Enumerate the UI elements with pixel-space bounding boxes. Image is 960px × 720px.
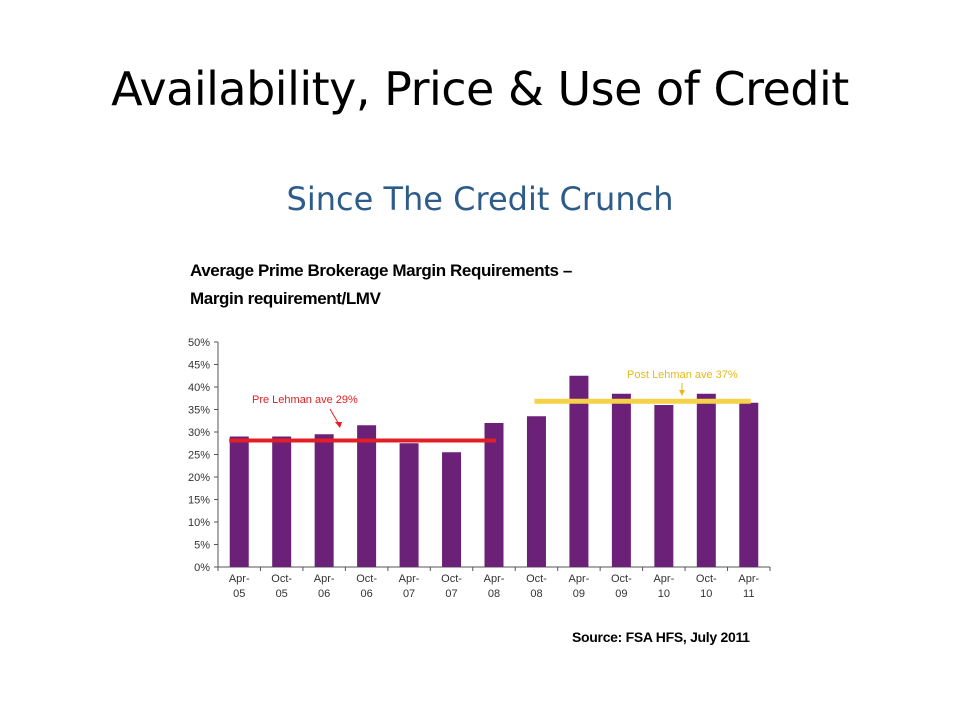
x-tick-label: 11	[743, 588, 754, 600]
x-tick-label: Oct-	[271, 573, 292, 585]
x-tick-label: Oct-	[356, 573, 377, 585]
x-tick-label: 09	[573, 588, 585, 600]
x-tick-label: Oct-	[441, 573, 462, 585]
bar	[484, 423, 504, 567]
chart-title-line-2: Margin requirement/LMV	[190, 289, 381, 308]
x-tick-label: Apr-	[229, 573, 250, 585]
x-tick-label: Oct-	[611, 573, 632, 585]
x-tick-label: Apr-	[738, 573, 759, 585]
y-tick-label: 20%	[188, 472, 210, 484]
y-tick-label: 50%	[188, 337, 210, 349]
chart-title: Average Prime Brokerage Margin Requireme…	[190, 257, 572, 313]
x-tick-label: 07	[403, 588, 415, 600]
y-tick-label: 40%	[188, 382, 210, 394]
pre-lehman-label: Pre Lehman ave 29%	[252, 394, 358, 406]
x-tick-label: 06	[318, 588, 330, 600]
pre-lehman-arrowhead	[335, 422, 342, 428]
x-tick-label: Apr-	[653, 573, 674, 585]
source-note: Source: FSA HFS, July 2011	[572, 629, 750, 645]
y-tick-label: 10%	[188, 517, 210, 529]
x-tick-label: 08	[530, 588, 542, 600]
bar	[399, 443, 419, 567]
x-tick-label: Apr-	[399, 573, 420, 585]
bar	[229, 436, 249, 567]
x-tick-label: 08	[488, 588, 500, 600]
slide-subtitle: Since The Credit Crunch	[286, 180, 674, 218]
x-tick-label: Apr-	[569, 573, 590, 585]
chart-title-line-1: Average Prime Brokerage Margin Requireme…	[190, 261, 572, 280]
bar	[569, 375, 589, 567]
post-lehman-label: Post Lehman ave 37%	[627, 369, 738, 381]
x-tick-label: Apr-	[484, 573, 505, 585]
x-tick-label: 06	[360, 588, 372, 600]
bar	[357, 425, 377, 567]
bar	[272, 436, 292, 567]
x-tick-label: Apr-	[314, 573, 335, 585]
x-tick-label: 09	[615, 588, 627, 600]
y-tick-label: 5%	[194, 540, 210, 552]
y-tick-label: 25%	[188, 450, 210, 462]
x-tick-label: Oct-	[696, 573, 717, 585]
y-tick-label: 0%	[194, 562, 210, 574]
y-tick-label: 15%	[188, 495, 210, 507]
x-tick-label: 05	[233, 588, 245, 600]
x-tick-label: 10	[700, 588, 712, 600]
slide-title: Availability, Price & Use of Credit	[111, 62, 849, 116]
x-tick-label: 10	[658, 588, 670, 600]
bar	[654, 405, 674, 567]
y-tick-label: 35%	[188, 405, 210, 417]
x-tick-label: 05	[276, 588, 288, 600]
bar	[526, 416, 546, 567]
bar	[696, 393, 716, 567]
bar	[611, 393, 631, 567]
y-tick-label: 30%	[188, 427, 210, 439]
bar	[739, 402, 759, 567]
bar	[314, 434, 334, 567]
x-tick-label: Oct-	[526, 573, 547, 585]
bar	[442, 452, 462, 567]
x-tick-label: 07	[445, 588, 457, 600]
post-lehman-arrowhead	[679, 390, 685, 396]
y-tick-label: 45%	[188, 360, 210, 372]
